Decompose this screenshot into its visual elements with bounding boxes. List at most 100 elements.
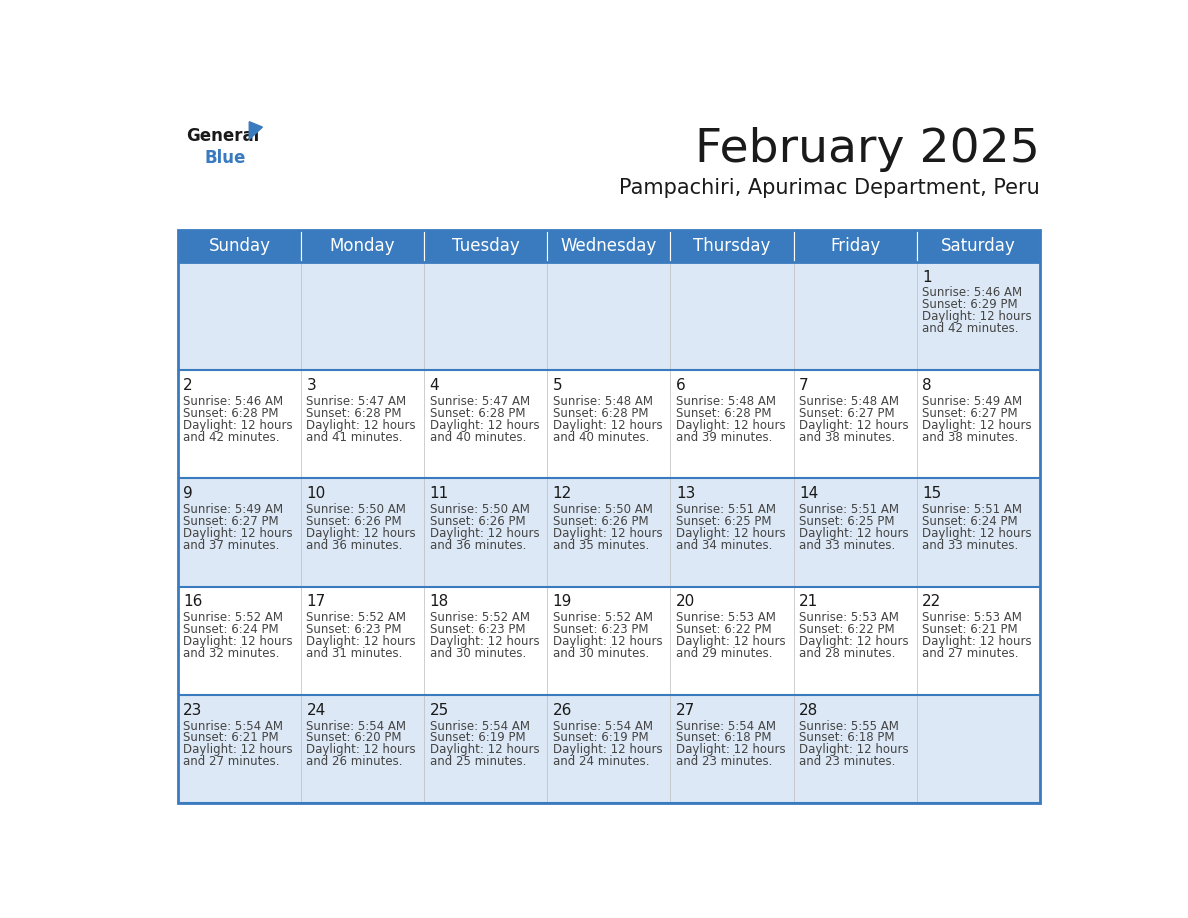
Text: Sunset: 6:21 PM: Sunset: 6:21 PM bbox=[922, 623, 1018, 636]
Text: and 31 minutes.: and 31 minutes. bbox=[307, 647, 403, 660]
Bar bbox=[424, 695, 548, 803]
Text: Daylight: 12 hours: Daylight: 12 hours bbox=[307, 635, 416, 648]
Text: Daylight: 12 hours: Daylight: 12 hours bbox=[430, 419, 539, 431]
Text: Sunrise: 5:54 AM: Sunrise: 5:54 AM bbox=[676, 720, 776, 733]
Text: Sunset: 6:26 PM: Sunset: 6:26 PM bbox=[430, 515, 525, 528]
Text: Sunset: 6:23 PM: Sunset: 6:23 PM bbox=[307, 623, 402, 636]
Text: and 39 minutes.: and 39 minutes. bbox=[676, 431, 772, 443]
Text: and 40 minutes.: and 40 minutes. bbox=[552, 431, 649, 443]
Text: Sunset: 6:24 PM: Sunset: 6:24 PM bbox=[922, 515, 1018, 528]
Text: Sunset: 6:24 PM: Sunset: 6:24 PM bbox=[183, 623, 279, 636]
Text: Sunset: 6:25 PM: Sunset: 6:25 PM bbox=[676, 515, 771, 528]
Text: and 24 minutes.: and 24 minutes. bbox=[552, 756, 649, 768]
Text: and 42 minutes.: and 42 minutes. bbox=[183, 431, 280, 443]
Text: Sunset: 6:18 PM: Sunset: 6:18 PM bbox=[676, 732, 771, 744]
Bar bbox=[548, 478, 670, 587]
Text: Sunrise: 5:52 AM: Sunrise: 5:52 AM bbox=[307, 611, 406, 624]
Text: Sunrise: 5:54 AM: Sunrise: 5:54 AM bbox=[307, 720, 406, 733]
Text: 15: 15 bbox=[922, 486, 941, 501]
Text: Sunrise: 5:48 AM: Sunrise: 5:48 AM bbox=[552, 395, 652, 408]
Text: 11: 11 bbox=[430, 486, 449, 501]
Text: 25: 25 bbox=[430, 702, 449, 718]
Text: Daylight: 12 hours: Daylight: 12 hours bbox=[676, 744, 785, 756]
Text: and 40 minutes.: and 40 minutes. bbox=[430, 431, 526, 443]
Bar bbox=[794, 587, 917, 695]
Text: and 27 minutes.: and 27 minutes. bbox=[922, 647, 1018, 660]
Bar bbox=[178, 478, 301, 587]
Text: Sunrise: 5:53 AM: Sunrise: 5:53 AM bbox=[676, 611, 776, 624]
Text: Sunset: 6:27 PM: Sunset: 6:27 PM bbox=[183, 515, 279, 528]
Text: Sunrise: 5:49 AM: Sunrise: 5:49 AM bbox=[922, 395, 1022, 408]
Text: and 36 minutes.: and 36 minutes. bbox=[307, 539, 403, 552]
Text: Sunset: 6:22 PM: Sunset: 6:22 PM bbox=[800, 623, 895, 636]
Text: 28: 28 bbox=[800, 702, 819, 718]
Text: Daylight: 12 hours: Daylight: 12 hours bbox=[922, 419, 1031, 431]
Text: Tuesday: Tuesday bbox=[451, 237, 519, 254]
Text: Sunset: 6:23 PM: Sunset: 6:23 PM bbox=[430, 623, 525, 636]
Text: 21: 21 bbox=[800, 594, 819, 610]
Text: Sunset: 6:20 PM: Sunset: 6:20 PM bbox=[307, 732, 402, 744]
Text: and 29 minutes.: and 29 minutes. bbox=[676, 647, 772, 660]
Bar bbox=[548, 230, 670, 262]
Text: Sunset: 6:28 PM: Sunset: 6:28 PM bbox=[676, 407, 771, 420]
Text: Sunset: 6:19 PM: Sunset: 6:19 PM bbox=[552, 732, 649, 744]
Text: Wednesday: Wednesday bbox=[561, 237, 657, 254]
Text: Thursday: Thursday bbox=[694, 237, 771, 254]
Text: Daylight: 12 hours: Daylight: 12 hours bbox=[800, 744, 909, 756]
Text: Sunset: 6:18 PM: Sunset: 6:18 PM bbox=[800, 732, 895, 744]
Text: Daylight: 12 hours: Daylight: 12 hours bbox=[676, 527, 785, 540]
Text: Sunrise: 5:50 AM: Sunrise: 5:50 AM bbox=[430, 503, 530, 516]
Text: Sunrise: 5:54 AM: Sunrise: 5:54 AM bbox=[552, 720, 652, 733]
Text: Daylight: 12 hours: Daylight: 12 hours bbox=[430, 635, 539, 648]
Text: Daylight: 12 hours: Daylight: 12 hours bbox=[552, 527, 663, 540]
Text: and 37 minutes.: and 37 minutes. bbox=[183, 539, 279, 552]
Bar bbox=[794, 370, 917, 478]
Bar bbox=[178, 230, 301, 262]
Text: Sunrise: 5:50 AM: Sunrise: 5:50 AM bbox=[307, 503, 406, 516]
Text: Sunset: 6:25 PM: Sunset: 6:25 PM bbox=[800, 515, 895, 528]
Text: Sunrise: 5:53 AM: Sunrise: 5:53 AM bbox=[922, 611, 1022, 624]
Bar bbox=[917, 370, 1040, 478]
Bar bbox=[794, 230, 917, 262]
Text: Sunrise: 5:53 AM: Sunrise: 5:53 AM bbox=[800, 611, 899, 624]
Bar bbox=[794, 695, 917, 803]
Bar bbox=[178, 695, 301, 803]
Text: Sunset: 6:28 PM: Sunset: 6:28 PM bbox=[183, 407, 279, 420]
Text: Sunset: 6:28 PM: Sunset: 6:28 PM bbox=[307, 407, 402, 420]
Bar bbox=[670, 230, 794, 262]
Text: 2: 2 bbox=[183, 378, 192, 393]
Text: and 38 minutes.: and 38 minutes. bbox=[922, 431, 1018, 443]
Text: 9: 9 bbox=[183, 486, 194, 501]
Bar bbox=[548, 370, 670, 478]
Text: Sunset: 6:28 PM: Sunset: 6:28 PM bbox=[430, 407, 525, 420]
Text: Sunset: 6:22 PM: Sunset: 6:22 PM bbox=[676, 623, 771, 636]
Text: Sunrise: 5:49 AM: Sunrise: 5:49 AM bbox=[183, 503, 284, 516]
Text: Daylight: 12 hours: Daylight: 12 hours bbox=[552, 744, 663, 756]
Text: Sunset: 6:19 PM: Sunset: 6:19 PM bbox=[430, 732, 525, 744]
Text: and 38 minutes.: and 38 minutes. bbox=[800, 431, 896, 443]
Text: Daylight: 12 hours: Daylight: 12 hours bbox=[307, 527, 416, 540]
Text: Sunrise: 5:51 AM: Sunrise: 5:51 AM bbox=[800, 503, 899, 516]
Bar bbox=[670, 695, 794, 803]
Bar bbox=[548, 695, 670, 803]
Bar bbox=[301, 695, 424, 803]
Text: Daylight: 12 hours: Daylight: 12 hours bbox=[183, 744, 293, 756]
Text: Sunset: 6:27 PM: Sunset: 6:27 PM bbox=[800, 407, 895, 420]
Text: and 30 minutes.: and 30 minutes. bbox=[430, 647, 526, 660]
Text: Daylight: 12 hours: Daylight: 12 hours bbox=[183, 527, 293, 540]
Bar bbox=[424, 370, 548, 478]
Text: 14: 14 bbox=[800, 486, 819, 501]
Bar bbox=[794, 262, 917, 370]
Text: Daylight: 12 hours: Daylight: 12 hours bbox=[922, 527, 1031, 540]
Bar bbox=[917, 695, 1040, 803]
Bar bbox=[917, 262, 1040, 370]
Text: 6: 6 bbox=[676, 378, 685, 393]
Text: Sunrise: 5:51 AM: Sunrise: 5:51 AM bbox=[922, 503, 1022, 516]
Bar bbox=[301, 587, 424, 695]
Text: Daylight: 12 hours: Daylight: 12 hours bbox=[183, 635, 293, 648]
Text: Daylight: 12 hours: Daylight: 12 hours bbox=[552, 635, 663, 648]
Bar bbox=[424, 478, 548, 587]
Text: and 23 minutes.: and 23 minutes. bbox=[676, 756, 772, 768]
Bar bbox=[178, 370, 301, 478]
Text: 23: 23 bbox=[183, 702, 203, 718]
